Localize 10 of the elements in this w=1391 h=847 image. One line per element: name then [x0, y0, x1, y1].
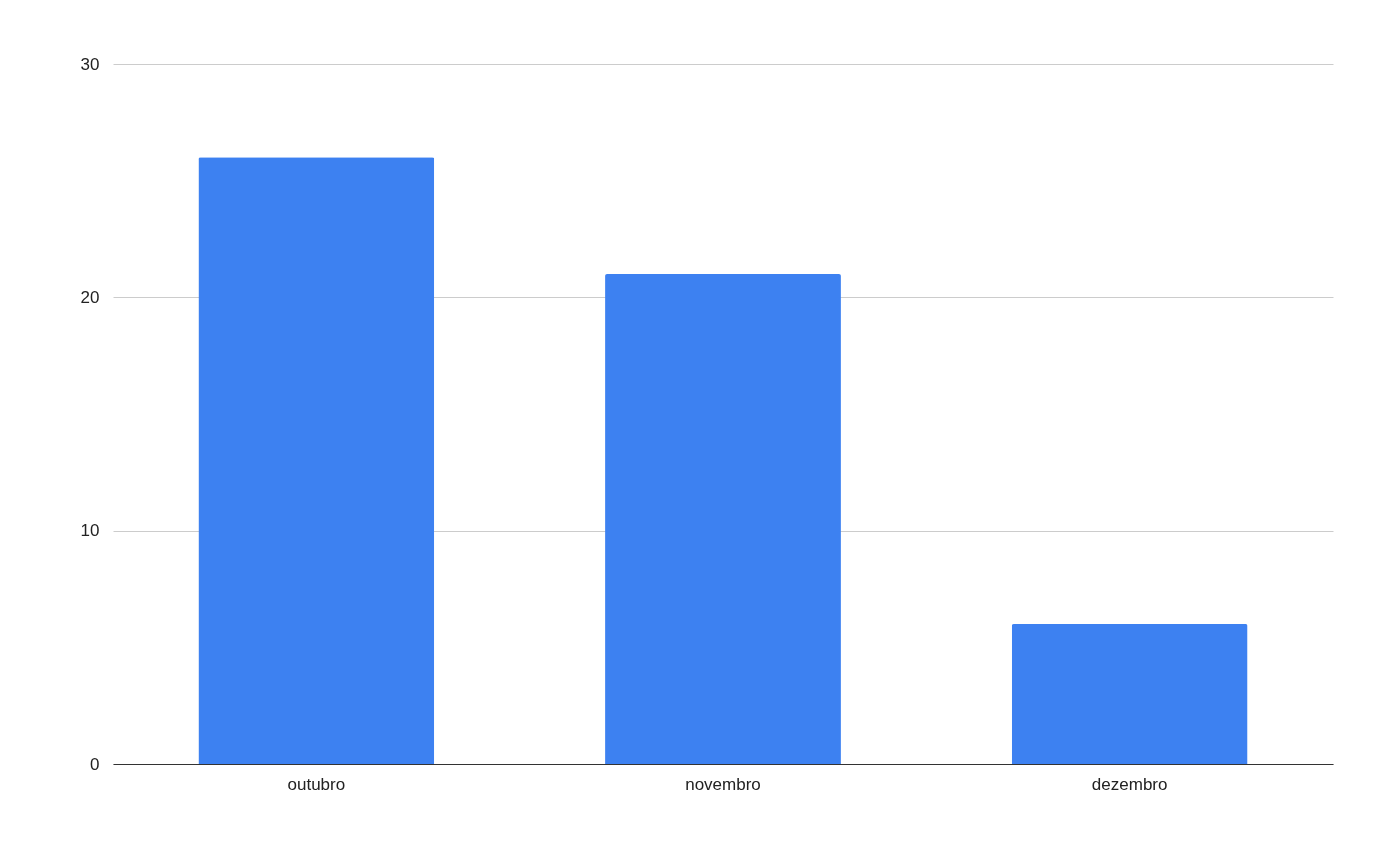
bar [1011, 624, 1248, 764]
y-tick-label: 10 [80, 521, 100, 541]
bar [198, 157, 435, 764]
bar [605, 274, 841, 764]
x-tick-label: novembro [685, 774, 761, 794]
x-tick-label: dezembro [1091, 774, 1168, 794]
y-tick-label: 30 [80, 54, 100, 74]
x-tick-label: outubro [287, 774, 346, 794]
y-tick-label: 20 [80, 287, 100, 307]
y-tick-label: 0 [90, 754, 100, 774]
